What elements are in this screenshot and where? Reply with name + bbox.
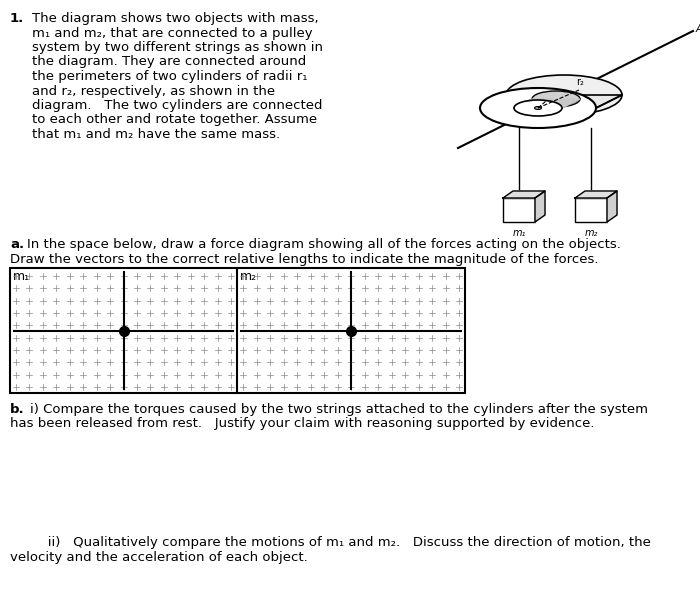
Text: ii)   Qualitatively compare the motions of m₁ and m₂.   Discuss the direction of: ii) Qualitatively compare the motions of… <box>35 536 651 549</box>
Bar <box>10 268 465 393</box>
Text: Axle: Axle <box>696 24 700 34</box>
Text: velocity and the acceleration of each object.: velocity and the acceleration of each ob… <box>10 550 308 563</box>
Polygon shape <box>575 191 617 198</box>
Text: m₂: m₂ <box>584 228 598 238</box>
Text: r₁: r₁ <box>547 90 555 100</box>
Text: the perimeters of two cylinders of radii r₁: the perimeters of two cylinders of radii… <box>32 70 307 83</box>
Ellipse shape <box>480 88 596 128</box>
Text: diagram.   The two cylinders are connected: diagram. The two cylinders are connected <box>32 99 323 112</box>
Text: that m₁ and m₂ have the same mass.: that m₁ and m₂ have the same mass. <box>32 128 280 141</box>
Text: b.: b. <box>10 403 25 416</box>
Text: m₁: m₁ <box>13 270 30 283</box>
Ellipse shape <box>532 91 580 107</box>
Text: and r₂, respectively, as shown in the: and r₂, respectively, as shown in the <box>32 84 275 98</box>
Text: the diagram. They are connected around: the diagram. They are connected around <box>32 55 307 69</box>
Polygon shape <box>480 95 622 108</box>
Bar <box>503 198 535 222</box>
Polygon shape <box>514 99 580 108</box>
Text: 1.: 1. <box>10 12 25 25</box>
Ellipse shape <box>514 100 562 116</box>
Bar <box>575 198 607 222</box>
Text: m₁: m₁ <box>512 228 526 238</box>
Polygon shape <box>607 191 617 222</box>
Ellipse shape <box>535 107 542 110</box>
Text: to each other and rotate together. Assume: to each other and rotate together. Assum… <box>32 114 317 126</box>
Polygon shape <box>503 191 545 198</box>
Text: system by two different strings as shown in: system by two different strings as shown… <box>32 41 323 54</box>
Text: has been released from rest.   Justify your claim with reasoning supported by ev: has been released from rest. Justify you… <box>10 418 594 430</box>
Text: In the space below, draw a force diagram showing all of the forces acting on the: In the space below, draw a force diagram… <box>27 238 621 251</box>
Ellipse shape <box>506 75 622 115</box>
Text: m₁ and m₂, that are connected to a pulley: m₁ and m₂, that are connected to a pulle… <box>32 26 313 40</box>
Text: r₂: r₂ <box>576 77 584 87</box>
Polygon shape <box>535 191 545 222</box>
Text: a.: a. <box>10 238 24 251</box>
Text: i) Compare the torques caused by the two strings attached to the cylinders after: i) Compare the torques caused by the two… <box>30 403 648 416</box>
Text: Draw the vectors to the correct relative lengths to indicate the magnitude of th: Draw the vectors to the correct relative… <box>10 252 598 265</box>
Text: m₂: m₂ <box>240 270 257 283</box>
Text: The diagram shows two objects with mass,: The diagram shows two objects with mass, <box>32 12 318 25</box>
